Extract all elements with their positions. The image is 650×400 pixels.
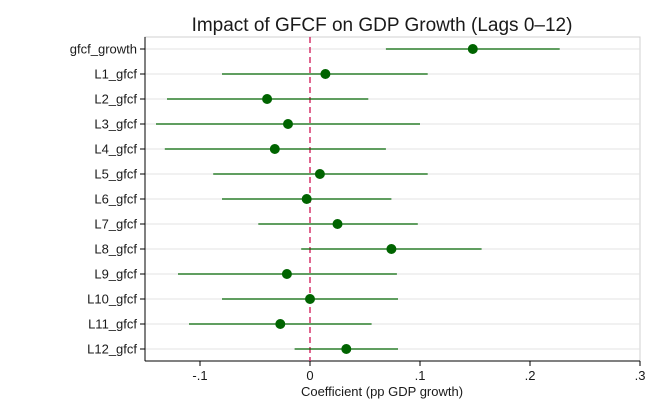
y-tick-label: L12_gfcf — [87, 342, 137, 357]
y-tick-label: L5_gfcf — [94, 167, 137, 182]
point-estimate — [281, 269, 292, 279]
y-tick-label: gfcf_growth — [70, 42, 137, 57]
plot-area: gfcf_growth L1_gfcf L2_gfcf L3_gfcf L4_gfcf L… — [70, 36, 646, 383]
point-estimate — [341, 344, 352, 354]
y-tick-label: L11_gfcf — [88, 317, 137, 332]
point-estimate — [467, 44, 478, 54]
y-tick-label: L8_gfcf — [94, 242, 137, 257]
point-estimate — [332, 219, 343, 229]
point-estimate — [262, 94, 273, 104]
point-estimate — [314, 169, 325, 179]
y-tick-label: L4_gfcf — [94, 142, 137, 157]
point-estimate — [301, 194, 312, 204]
y-tick-label: L3_gfcf — [94, 117, 137, 132]
y-tick-label: L6_gfcf — [94, 192, 137, 207]
y-tick-label: L1_gfcf — [94, 67, 137, 82]
x-tick-label: .2 — [525, 368, 536, 383]
chart-title: Impact of GFCF on GDP Growth (Lags 0–12) — [192, 15, 573, 36]
y-tick-label: L9_gfcf — [94, 267, 137, 282]
point-estimate — [305, 294, 315, 304]
y-tick-label: L2_gfcf — [94, 92, 137, 107]
point-estimate — [320, 69, 331, 79]
x-tick-label: .3 — [635, 368, 646, 383]
y-tick-label: L10_gfcf — [87, 292, 137, 307]
point-estimate — [386, 244, 397, 254]
point-estimate — [283, 119, 293, 129]
x-tick-label: -.1 — [192, 368, 207, 383]
y-tick-label: L7_gfcf — [94, 217, 137, 232]
x-tick-label: .1 — [415, 368, 426, 383]
point-estimate — [275, 319, 286, 329]
x-tick-label: 0 — [306, 368, 313, 383]
x-axis-label: Coefficient (pp GDP growth) — [301, 384, 463, 399]
point-estimate — [269, 144, 280, 154]
